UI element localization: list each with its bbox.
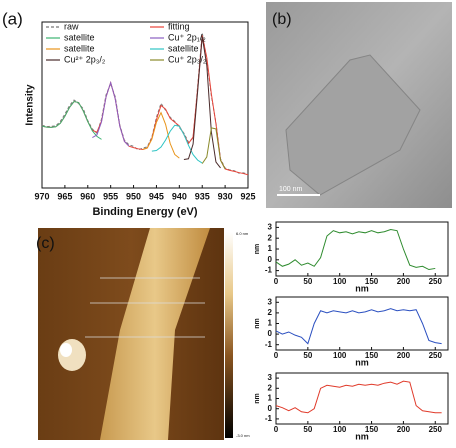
series-line <box>92 80 130 147</box>
x-axis-label: nm <box>355 431 369 441</box>
y-tick-label: 0 <box>268 329 273 338</box>
x-tick-label: 965 <box>57 191 72 201</box>
y-tick-label: 3 <box>268 223 273 232</box>
x-tick-label: 150 <box>365 351 379 360</box>
x-tick-label: 200 <box>397 351 411 360</box>
series-line <box>183 36 221 169</box>
x-tick-label: 250 <box>429 425 443 434</box>
x-tick-label: 940 <box>172 191 187 201</box>
y-tick-label: 1 <box>268 319 273 328</box>
y-tick-label: 0 <box>268 404 273 413</box>
plot-frame <box>275 372 449 425</box>
y-tick-label: 1 <box>268 394 273 403</box>
x-tick-label: 50 <box>303 351 312 360</box>
x-tick-label: 0 <box>274 425 279 434</box>
y-axis-label: Intensity <box>25 84 36 126</box>
x-tick-label: 950 <box>126 191 141 201</box>
x-tick-label: 955 <box>103 191 118 201</box>
y-tick-label: -1 <box>265 414 273 423</box>
x-tick-label: 150 <box>365 277 379 286</box>
series-line <box>275 308 442 345</box>
tem-flake <box>285 54 421 196</box>
y-axis-label: nm <box>254 244 261 255</box>
x-tick-label: 50 <box>303 277 312 286</box>
y-tick-label: 2 <box>268 383 273 392</box>
series-line <box>151 124 203 164</box>
legend-label: Cu⁺ 2p₁/₂ <box>168 32 206 42</box>
y-axis-label: nm <box>254 318 261 329</box>
x-tick-label: 945 <box>149 191 164 201</box>
x-tick-label: 960 <box>80 191 95 201</box>
x-tick-label: 0 <box>274 277 279 286</box>
panel-label: (c) <box>36 235 55 252</box>
x-axis-label: nm <box>355 283 369 293</box>
x-tick-label: 100 <box>333 277 347 286</box>
legend-label: satellite <box>64 43 95 53</box>
x-tick-label: 925 <box>240 191 255 201</box>
y-tick-label: -1 <box>265 266 273 275</box>
x-tick-label: 100 <box>333 425 347 434</box>
y-tick-label: 0 <box>268 255 273 264</box>
legend-label: Cu⁺ 2p₃/₂ <box>168 54 207 64</box>
series-line <box>275 229 436 271</box>
x-tick-label: 250 <box>429 351 443 360</box>
panel-label: (a) <box>2 9 23 28</box>
y-tick-label: 1 <box>268 244 273 253</box>
series-line <box>275 380 442 414</box>
y-tick-label: -1 <box>265 340 273 349</box>
series-line <box>201 127 226 170</box>
legend-label: fitting <box>168 21 190 31</box>
series-line <box>142 111 180 159</box>
legend-label: raw <box>64 21 79 31</box>
series-line <box>41 100 102 140</box>
panel-label: (b) <box>272 11 292 28</box>
legend-label: Cu²⁺ 2p₃/₂ <box>64 54 106 64</box>
plot-frame <box>41 21 249 189</box>
colorbar <box>225 232 233 438</box>
scale-bar-label: 100 nm <box>279 186 303 193</box>
y-tick-label: 3 <box>268 373 273 382</box>
y-tick-label: 3 <box>268 297 273 306</box>
x-tick-label: 0 <box>274 351 279 360</box>
x-tick-label: 50 <box>303 425 312 434</box>
x-tick-label: 930 <box>218 191 233 201</box>
x-axis-label: nm <box>355 357 369 367</box>
x-tick-label: 200 <box>397 277 411 286</box>
colorbar-label: -3.0 nm <box>236 433 250 438</box>
afm-image <box>38 228 224 440</box>
y-tick-label: 2 <box>268 233 273 242</box>
x-tick-label: 100 <box>333 351 347 360</box>
x-axis-label: Binding Energy (eV) <box>92 206 197 218</box>
x-tick-label: 935 <box>195 191 210 201</box>
x-tick-label: 970 <box>34 191 49 201</box>
x-tick-label: 250 <box>429 277 443 286</box>
x-tick-label: 150 <box>365 425 379 434</box>
legend-label: satellite <box>64 32 95 42</box>
colorbar-label: 6.0 nm <box>236 231 249 236</box>
y-tick-label: 2 <box>268 308 273 317</box>
x-tick-label: 200 <box>397 425 411 434</box>
legend-label: satellite <box>168 43 199 53</box>
plot-frame <box>275 221 449 277</box>
y-axis-label: nm <box>254 393 261 404</box>
